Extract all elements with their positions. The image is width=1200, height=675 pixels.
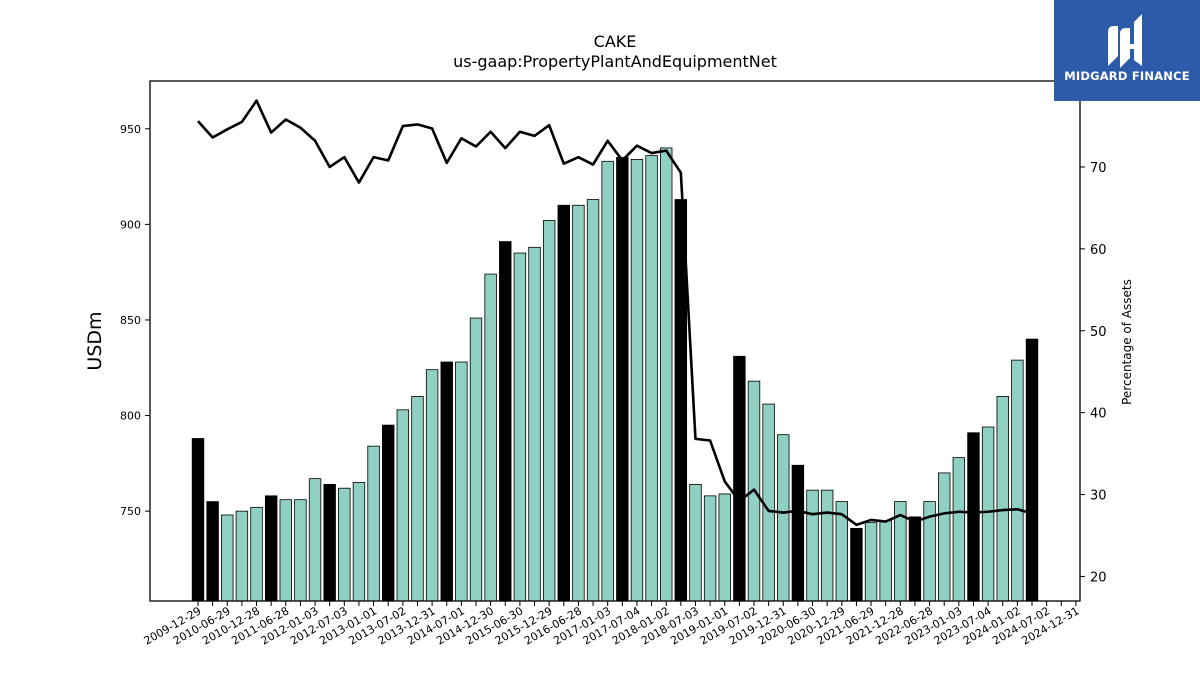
bar xyxy=(703,495,717,602)
bar xyxy=(864,522,878,602)
bar xyxy=(762,403,775,602)
bar xyxy=(572,204,585,602)
bar xyxy=(996,396,1009,602)
bar xyxy=(1011,359,1024,602)
logo-text: MIDGARD FINANCE xyxy=(1064,69,1190,83)
y-tick-label: 800 xyxy=(120,410,141,423)
bar xyxy=(630,158,644,602)
bar xyxy=(250,506,263,602)
bar xyxy=(733,355,746,602)
plot-frame xyxy=(149,80,1081,602)
bar xyxy=(879,520,892,602)
bar xyxy=(938,472,951,602)
bar xyxy=(718,493,731,602)
bar xyxy=(660,147,673,602)
y2-tick-label: 50 xyxy=(1090,325,1107,340)
bar xyxy=(820,489,834,602)
bar xyxy=(425,369,439,602)
bar xyxy=(1025,338,1039,602)
bar xyxy=(352,482,366,602)
bar xyxy=(382,424,395,602)
y2-tick-label: 20 xyxy=(1090,570,1107,585)
y2-tick-label: 40 xyxy=(1090,407,1107,422)
bar xyxy=(967,432,980,602)
percentage-line xyxy=(197,99,1033,527)
bar xyxy=(484,273,497,602)
y2-tick-label: 70 xyxy=(1090,161,1107,176)
bar xyxy=(952,457,966,602)
y-tick-label: 850 xyxy=(120,314,141,327)
bar xyxy=(513,252,527,602)
y-tick-label: 950 xyxy=(120,123,141,136)
bar xyxy=(557,204,570,602)
y-axis-label: USDm xyxy=(84,311,106,370)
bar xyxy=(542,220,556,602)
bar xyxy=(689,483,702,602)
bar xyxy=(981,426,995,602)
bar xyxy=(616,157,629,602)
bar xyxy=(499,241,512,602)
logo-mark-icon xyxy=(1108,14,1142,68)
bar xyxy=(221,514,234,602)
bar xyxy=(279,499,292,602)
bar xyxy=(308,478,322,602)
bar xyxy=(440,361,453,602)
bar xyxy=(191,438,205,602)
y2-axis-label: Percentage of Assets xyxy=(1120,279,1134,405)
chart-subtitle: us-gaap:PropertyPlantAndEquipmentNet xyxy=(453,52,777,71)
bar xyxy=(586,199,600,602)
bar xyxy=(455,361,468,602)
bar xyxy=(645,155,658,602)
bar xyxy=(264,495,278,602)
chart-title: CAKE xyxy=(593,32,637,51)
bar xyxy=(323,483,336,602)
bar xyxy=(601,160,614,602)
bar xyxy=(791,464,805,602)
bar xyxy=(469,317,483,602)
y2-tick-label: 30 xyxy=(1090,489,1107,504)
bar xyxy=(850,527,863,602)
y2-tick-label: 60 xyxy=(1090,243,1107,258)
bar xyxy=(367,445,380,602)
bar xyxy=(235,510,249,602)
bar xyxy=(777,434,790,602)
bar xyxy=(411,396,424,602)
y-tick-label: 900 xyxy=(120,218,141,231)
bar xyxy=(908,516,922,602)
bar xyxy=(206,501,219,602)
bar xyxy=(294,499,307,602)
bar xyxy=(528,246,541,602)
bar xyxy=(396,409,410,602)
midgard-finance-logo: MIDGARD FINANCE xyxy=(1054,0,1200,101)
bar xyxy=(806,489,819,602)
bar xyxy=(338,487,351,602)
y-tick-label: 750 xyxy=(120,505,141,518)
